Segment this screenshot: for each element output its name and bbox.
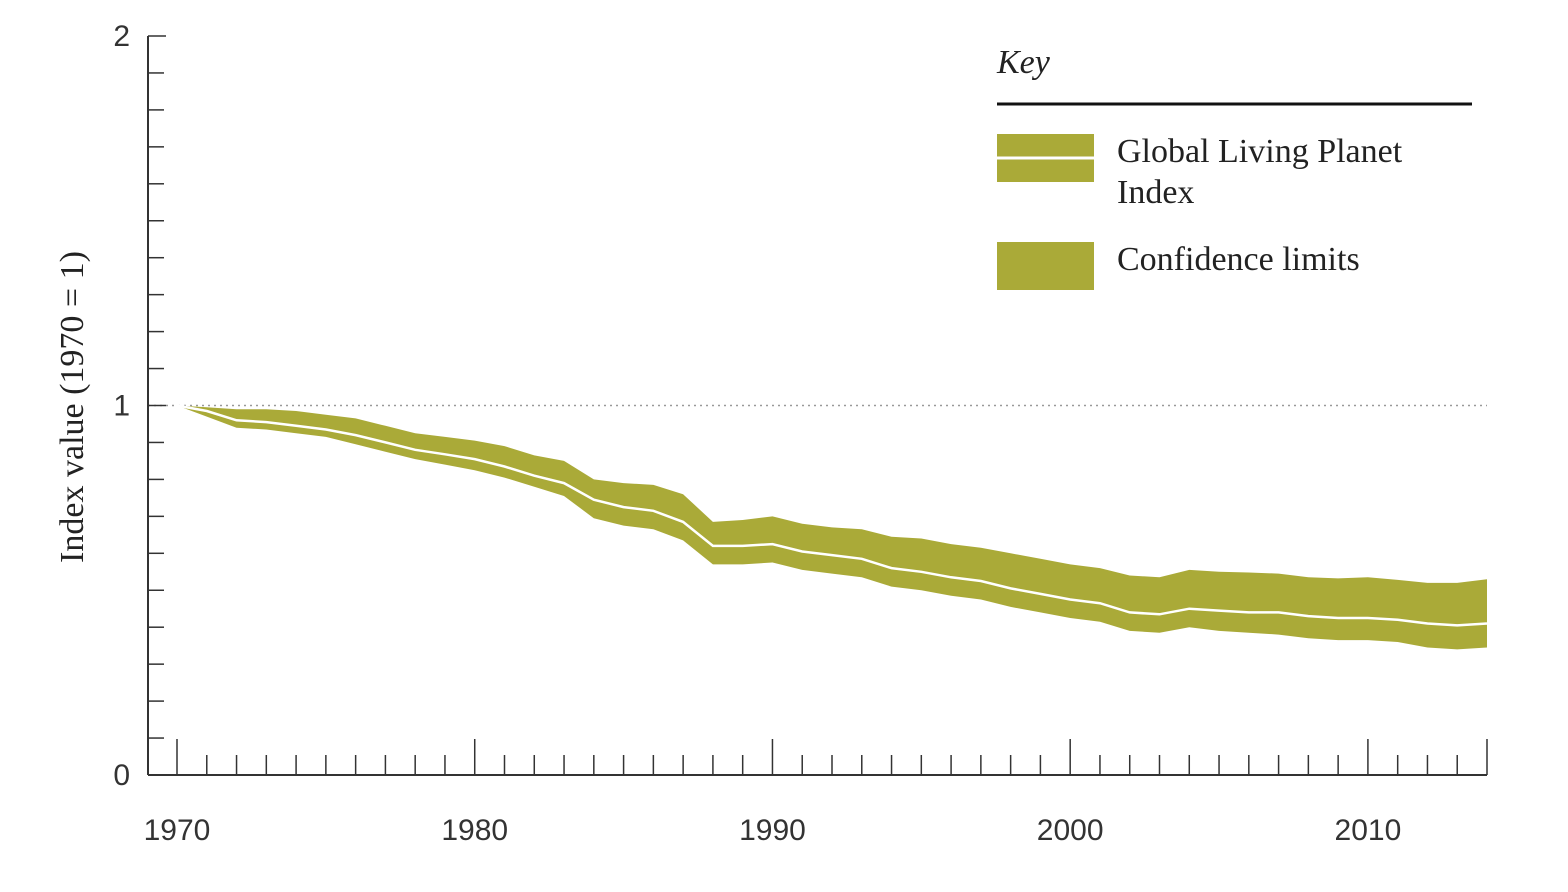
index-line [176, 404, 1488, 627]
x-tick-label: 1970 [144, 814, 211, 847]
legend-label-confidence: Confidence limits [1117, 241, 1360, 278]
x-tick-label: 2000 [1037, 814, 1104, 847]
y-axis-title: Index value (1970 = 1) [54, 251, 91, 563]
y-tick-label: 1 [113, 390, 130, 423]
legend-swatch-confidence [997, 242, 1094, 290]
legend-label-index-line1: Global Living Planet [1117, 133, 1403, 170]
legend-title: Key [996, 44, 1051, 81]
x-tick-label: 1980 [441, 814, 508, 847]
y-tick-label: 0 [113, 759, 130, 792]
y-tick-label: 2 [113, 20, 130, 53]
x-tick-label: 1990 [739, 814, 806, 847]
series-layer [176, 404, 1488, 650]
x-tick-label: 2010 [1335, 814, 1402, 847]
axis-layer: 0 1 2 1970 1980 1990 2000 2010 [113, 20, 1488, 847]
legend: Key Global Living Planet Index Confidenc… [996, 44, 1472, 290]
legend-label-index-line2: Index [1117, 174, 1194, 211]
